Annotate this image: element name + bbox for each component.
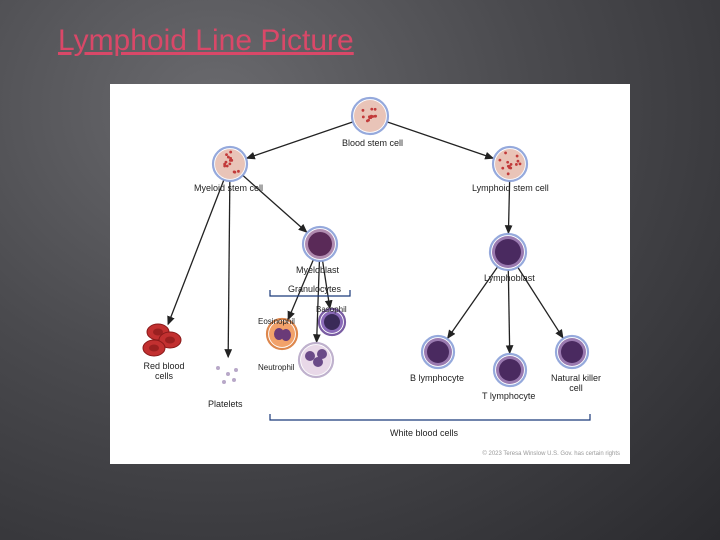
- node-label-myb: Myeloblast: [296, 266, 339, 276]
- node-label-lyb: Lymphoblast: [484, 274, 535, 284]
- group-label-white-blood-cells: White blood cells: [390, 428, 458, 438]
- node-label-tlc: T lymphocyte: [482, 392, 535, 402]
- node-label-bsc: Blood stem cell: [342, 139, 403, 149]
- node-label-nkc: Natural killer cell: [548, 374, 604, 394]
- lymphoid-diagram: © 2023 Teresa Winslow U.S. Gov. has cert…: [110, 84, 630, 464]
- node-label-rbc: Red blood cells: [136, 362, 192, 382]
- diagram-copyright: © 2023 Teresa Winslow U.S. Gov. has cert…: [482, 451, 620, 458]
- node-label-eos: Eosinophil: [258, 318, 295, 327]
- node-label-blc: B lymphocyte: [410, 374, 464, 384]
- slide-title: Lymphoid Line Picture: [58, 24, 354, 58]
- group-label-granulocytes: Granulocytes: [288, 284, 341, 294]
- node-label-plt: Platelets: [208, 400, 243, 410]
- node-label-bas: Basophil: [316, 306, 347, 315]
- node-label-neu: Neutrophil: [258, 364, 294, 373]
- node-label-lsc: Lymphoid stem cell: [472, 184, 549, 194]
- node-label-msc: Myeloid stem cell: [194, 184, 263, 194]
